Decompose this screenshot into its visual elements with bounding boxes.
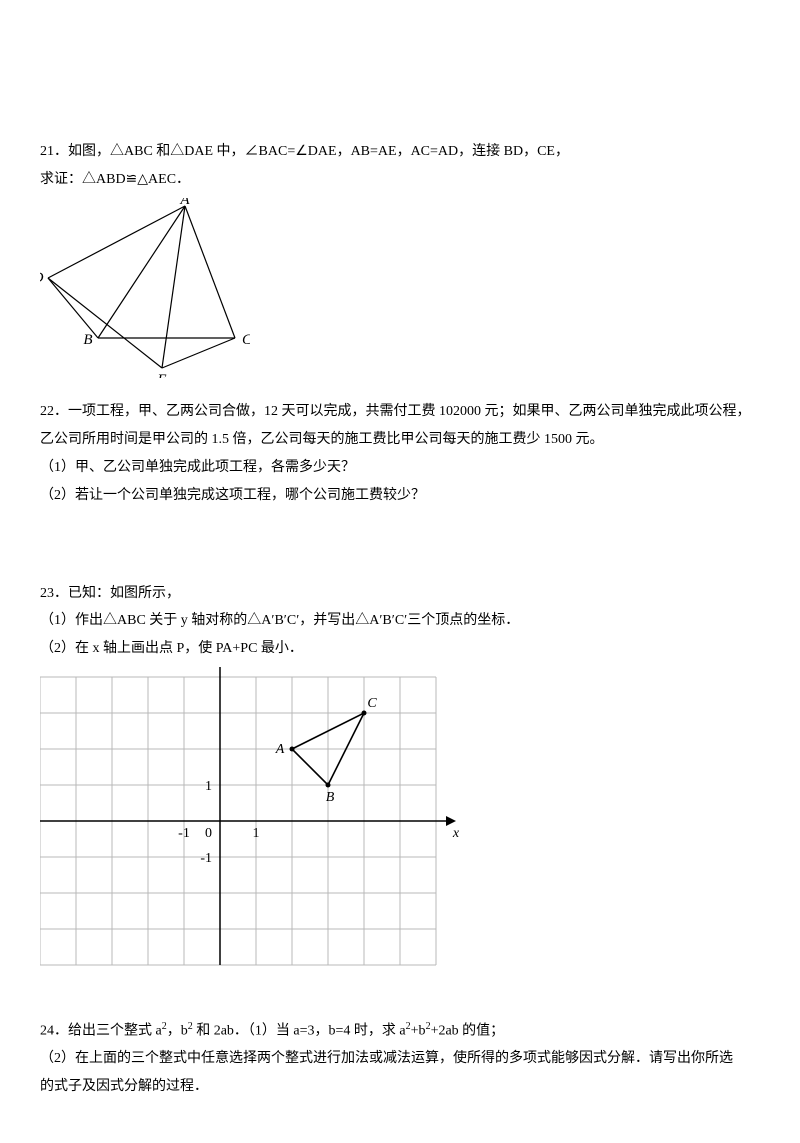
svg-text:B: B [326, 790, 335, 805]
q21-svg: A B C D E [40, 198, 250, 378]
q23-line1: 23．已知：如图所示， [40, 582, 760, 606]
q24-line3: 的式子及因式分解的过程． [40, 1075, 760, 1099]
q24-text-a: 24．给出三个整式 a [40, 1023, 162, 1038]
svg-text:-1: -1 [178, 826, 190, 841]
svg-text:A: A [179, 198, 190, 208]
svg-text:D: D [40, 270, 44, 286]
spacer-1 [40, 512, 760, 582]
q21-line2: 求证：△ABD≌△AEC． [40, 168, 760, 192]
q24-text-c: 和 2ab．（1）当 a=3，b=4 时，求 a [193, 1023, 406, 1038]
q22-line2: 乙公司所用时间是甲公司的 1.5 倍，乙公司每天的施工费比甲公司每天的施工费少 … [40, 428, 760, 452]
q21-figure: A B C D E [40, 198, 760, 387]
svg-text:0: 0 [205, 826, 212, 841]
svg-text:1: 1 [205, 779, 212, 794]
q21-line1: 21．如图，△ABC 和△DAE 中，∠BAC=∠DAE，AB=AE，AC=AD… [40, 140, 760, 164]
svg-text:C: C [367, 696, 377, 711]
q24-text-e: +2ab 的值； [431, 1023, 505, 1038]
q24-text-b: ，b [167, 1023, 188, 1038]
svg-text:A: A [275, 742, 285, 757]
q24-line1: 24．给出三个整式 a2，b2 和 2ab．（1）当 a=3，b=4 时，求 a… [40, 1018, 760, 1043]
svg-text:B: B [83, 332, 92, 348]
q22-sub2: （2）若让一个公司单独完成这项工程，哪个公司施工费较少？ [40, 484, 760, 508]
svg-text:-1: -1 [200, 851, 212, 866]
svg-text:C: C [242, 332, 250, 348]
svg-text:1: 1 [253, 826, 260, 841]
q23-svg: 01-11-1xyABC [40, 667, 466, 995]
q22-sub1: （1）甲、乙公司单独完成此项工程，各需多少天？ [40, 456, 760, 480]
svg-text:x: x [452, 826, 460, 841]
q23-figure: 01-11-1xyABC [40, 667, 760, 1004]
q24-text-d: +b [411, 1023, 426, 1038]
q22-line1: 22．一项工程，甲、乙两公司合做，12 天可以完成，共需付工费 102000 元… [40, 400, 760, 424]
q23-sub2: （2）在 x 轴上画出点 P，使 PA+PC 最小． [40, 637, 760, 661]
q24-line2: （2）在上面的三个整式中任意选择两个整式进行加法或减法运算，使所得的多项式能够因… [40, 1047, 760, 1071]
q23-sub1: （1）作出△ABC 关于 y 轴对称的△A′B′C′，并写出△A′B′C′三个顶… [40, 609, 760, 633]
svg-text:E: E [156, 372, 166, 378]
